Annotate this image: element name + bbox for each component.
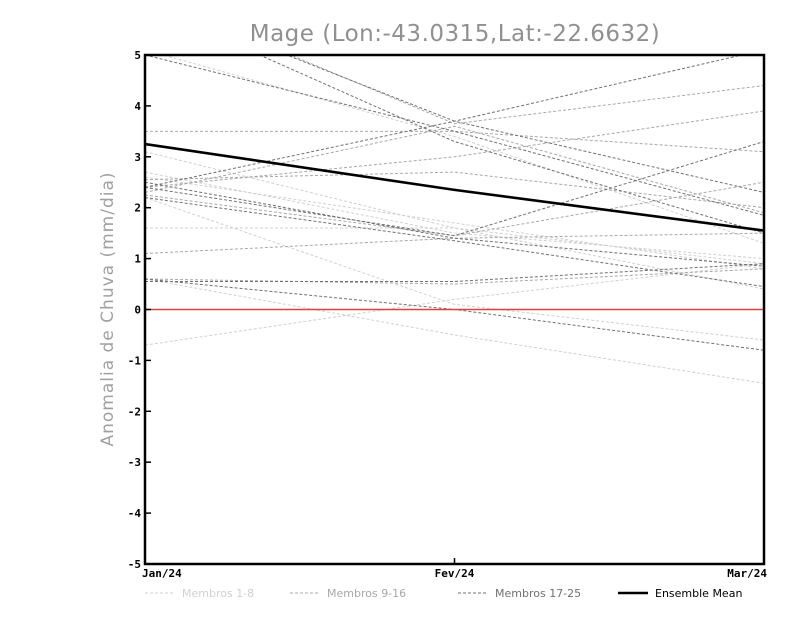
x-tick-label: Mar/24 (727, 567, 767, 580)
y-axis-label: Anomalia de Chuva (mm/dia) (98, 171, 118, 446)
legend: Membros 1-8 Membros 9-16 Membros 17-25 Ense… (145, 587, 742, 600)
member-line-m7 (145, 176, 764, 270)
member-line-m3 (145, 227, 764, 265)
y-tick-label: -1 (128, 354, 142, 367)
member-line-m2 (145, 171, 764, 260)
legend-label: Membros 17-25 (495, 587, 581, 600)
y-tick-label: 3 (134, 151, 141, 164)
member-line-m12 (145, 232, 764, 255)
member-line-m13 (289, 55, 764, 125)
member-line-m6 (161, 55, 764, 244)
member-line-m15 (145, 268, 764, 285)
y-tick-label: 1 (134, 253, 141, 266)
member-line-m11 (145, 171, 764, 209)
member-line-m9 (145, 130, 764, 153)
x-ticks: Jan/24 Fev/24 Mar/24 (142, 558, 767, 580)
y-tick-label: 0 (134, 304, 141, 317)
y-tick-label: 2 (134, 202, 141, 215)
y-tick-label: -3 (128, 456, 141, 469)
member-line-m18 (145, 55, 745, 188)
member-line-m16 (145, 125, 764, 214)
y-tick-label: -5 (128, 558, 141, 571)
member-line-m4 (145, 278, 764, 384)
y-ticks: 5 4 3 2 1 0 -1 -2 -3 -4 -5 (128, 49, 151, 571)
x-tick-label: Jan/24 (142, 567, 182, 580)
legend-label: Membros 1-8 (182, 587, 254, 600)
y-tick-label: -4 (128, 507, 142, 520)
y-tick-label: 5 (134, 49, 141, 62)
member-line-m19 (145, 55, 764, 216)
member-line-m10 (145, 110, 764, 188)
member-line-m5 (145, 263, 764, 346)
y-tick-label: -2 (128, 405, 141, 418)
legend-label: Ensemble Mean (655, 587, 742, 600)
member-line-m20 (145, 197, 764, 288)
member-line-m8 (145, 197, 764, 341)
member-line-m1 (145, 151, 764, 290)
member-line-m21 (145, 278, 764, 351)
x-tick-label: Fev/24 (435, 567, 475, 580)
chart-title: Mage (Lon:-43.0315,Lat:-22.6632) (250, 21, 661, 47)
member-line-m14 (145, 181, 764, 237)
ensemble-mean-line (145, 142, 764, 232)
legend-label: Membros 9-16 (327, 587, 406, 600)
series-layer (145, 55, 764, 384)
member-line-m22 (145, 181, 764, 267)
member-line-m24 (145, 263, 764, 283)
y-tick-label: 4 (134, 100, 141, 113)
